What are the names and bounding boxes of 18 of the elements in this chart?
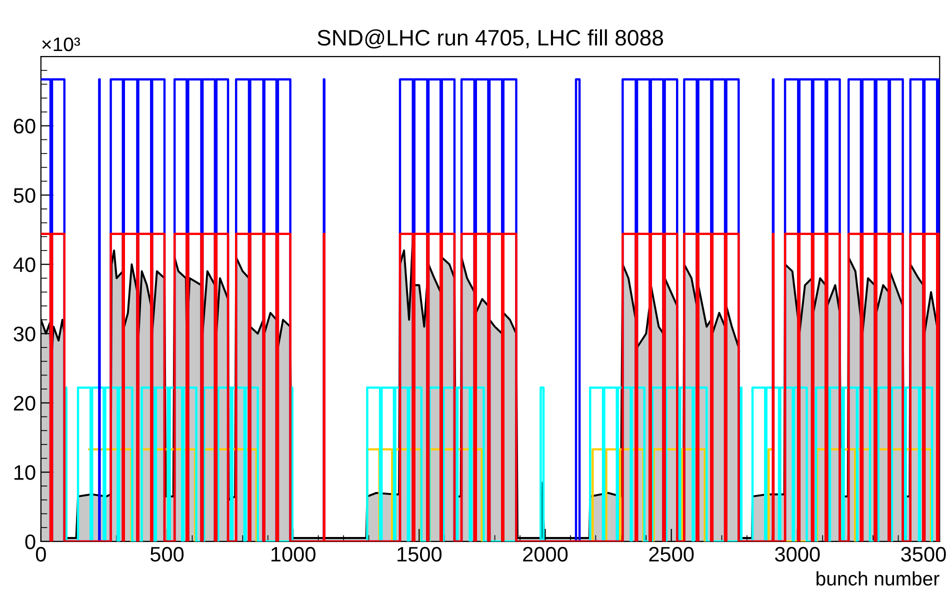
y-tick-label: 10 (14, 465, 36, 480)
x-tick-label: 500 (150, 546, 184, 562)
x-tick-label: 2000 (523, 546, 568, 562)
y-tick-label: 0 (25, 534, 36, 550)
y-tick-label: 30 (14, 326, 36, 342)
y-tick-label: 40 (13, 257, 36, 272)
x-tick-label: 2500 (649, 546, 694, 562)
x-tick-label: 3500 (901, 546, 946, 562)
x-tick-label: 0 (36, 546, 46, 562)
x-tick-label: 1500 (398, 546, 442, 562)
y-tick-label: 20 (14, 396, 36, 411)
y-tick-label: 50 (14, 188, 36, 203)
x-axis-title: bunch number (816, 571, 940, 586)
y-tick-label: 60 (14, 118, 36, 134)
x-tick-label: 3000 (775, 546, 820, 562)
chart-title: SND@LHC run 4705, LHC fill 8088 (318, 29, 664, 48)
x-tick-label: 1000 (272, 546, 316, 562)
text: ×10³ (42, 37, 80, 52)
